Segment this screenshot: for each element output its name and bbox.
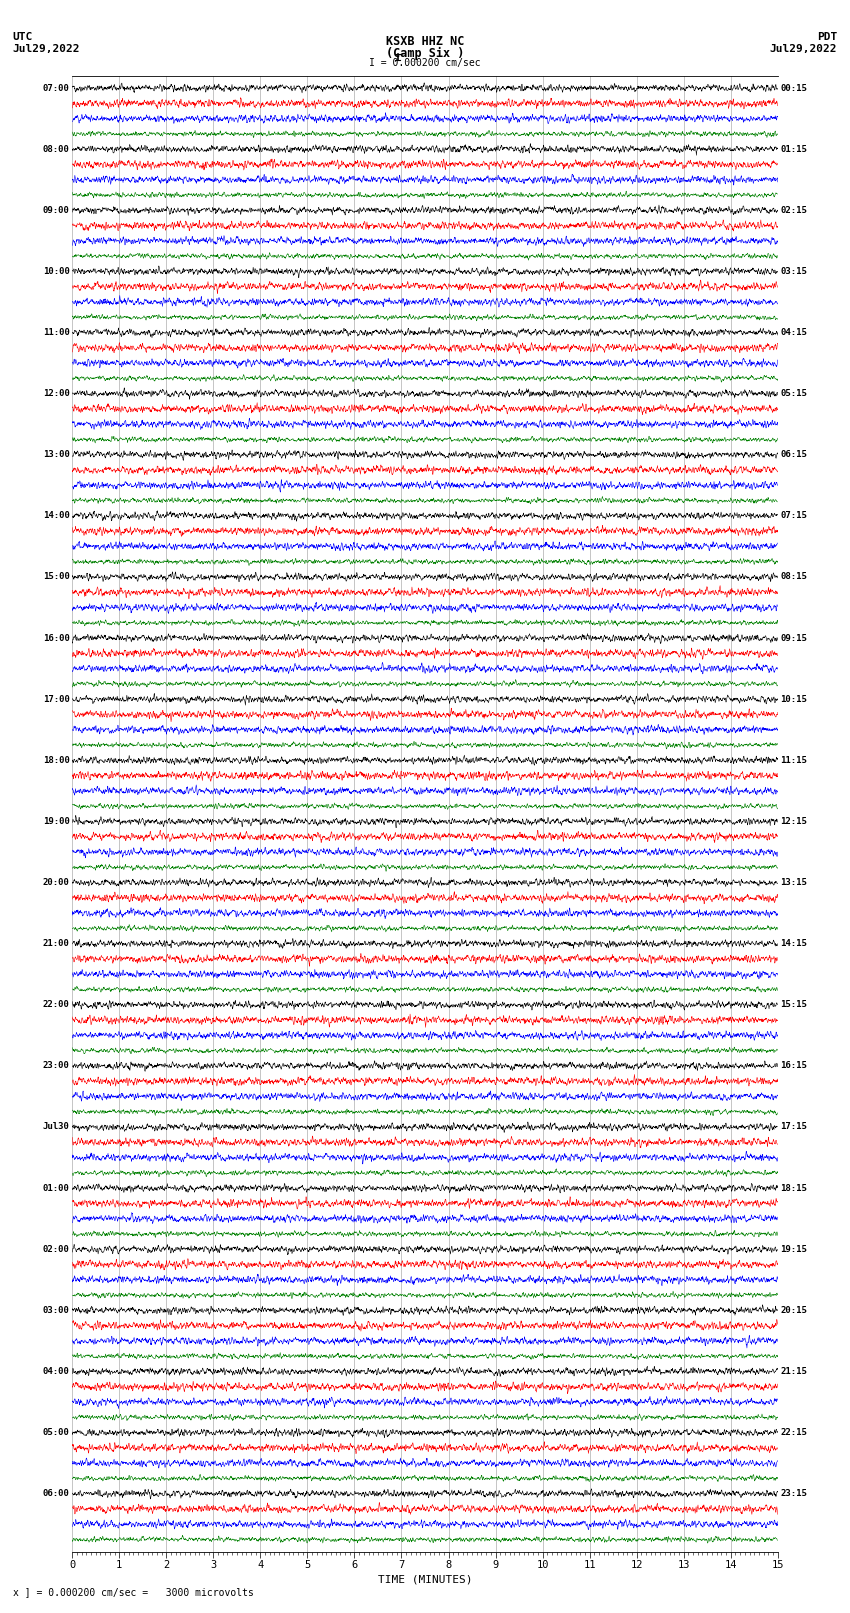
- Text: 03:00: 03:00: [42, 1307, 70, 1315]
- Text: 14:00: 14:00: [42, 511, 70, 521]
- Text: 07:15: 07:15: [780, 511, 808, 521]
- Text: 01:15: 01:15: [780, 145, 808, 153]
- Text: KSXB HHZ NC: KSXB HHZ NC: [386, 35, 464, 48]
- Text: 01:00: 01:00: [42, 1184, 70, 1192]
- Text: 13:00: 13:00: [42, 450, 70, 460]
- Text: 00:15: 00:15: [780, 84, 808, 92]
- Text: x ] = 0.000200 cm/sec =   3000 microvolts: x ] = 0.000200 cm/sec = 3000 microvolts: [13, 1587, 253, 1597]
- Text: UTC: UTC: [13, 32, 33, 42]
- Text: I = 0.000200 cm/sec: I = 0.000200 cm/sec: [369, 58, 481, 68]
- Text: 19:15: 19:15: [780, 1245, 808, 1253]
- Text: (Camp Six ): (Camp Six ): [386, 47, 464, 60]
- Text: 12:15: 12:15: [780, 816, 808, 826]
- Text: 17:15: 17:15: [780, 1123, 808, 1131]
- Text: 06:15: 06:15: [780, 450, 808, 460]
- Text: 18:15: 18:15: [780, 1184, 808, 1192]
- Text: 15:15: 15:15: [780, 1000, 808, 1010]
- Text: 23:00: 23:00: [42, 1061, 70, 1071]
- Text: 14:15: 14:15: [780, 939, 808, 948]
- Text: 09:15: 09:15: [780, 634, 808, 642]
- Text: 05:00: 05:00: [42, 1428, 70, 1437]
- Text: Jul29,2022: Jul29,2022: [770, 44, 837, 53]
- Text: Jul29,2022: Jul29,2022: [13, 44, 80, 53]
- Text: 11:15: 11:15: [780, 756, 808, 765]
- Text: 21:15: 21:15: [780, 1366, 808, 1376]
- Text: 16:15: 16:15: [780, 1061, 808, 1071]
- X-axis label: TIME (MINUTES): TIME (MINUTES): [377, 1574, 473, 1584]
- Text: 22:15: 22:15: [780, 1428, 808, 1437]
- Text: 20:00: 20:00: [42, 877, 70, 887]
- Text: 04:00: 04:00: [42, 1366, 70, 1376]
- Text: Jul30: Jul30: [42, 1123, 70, 1131]
- Text: 02:00: 02:00: [42, 1245, 70, 1253]
- Text: 15:00: 15:00: [42, 573, 70, 581]
- Text: 23:15: 23:15: [780, 1489, 808, 1498]
- Text: 17:00: 17:00: [42, 695, 70, 703]
- Text: 07:00: 07:00: [42, 84, 70, 92]
- Text: 16:00: 16:00: [42, 634, 70, 642]
- Text: 10:00: 10:00: [42, 266, 70, 276]
- Text: 10:15: 10:15: [780, 695, 808, 703]
- Text: 20:15: 20:15: [780, 1307, 808, 1315]
- Text: 09:00: 09:00: [42, 206, 70, 215]
- Text: 02:15: 02:15: [780, 206, 808, 215]
- Text: 06:00: 06:00: [42, 1489, 70, 1498]
- Text: 05:15: 05:15: [780, 389, 808, 398]
- Text: 08:15: 08:15: [780, 573, 808, 581]
- Text: 13:15: 13:15: [780, 877, 808, 887]
- Text: 22:00: 22:00: [42, 1000, 70, 1010]
- Text: 12:00: 12:00: [42, 389, 70, 398]
- Text: 19:00: 19:00: [42, 816, 70, 826]
- Text: 11:00: 11:00: [42, 327, 70, 337]
- Text: 08:00: 08:00: [42, 145, 70, 153]
- Text: 03:15: 03:15: [780, 266, 808, 276]
- Text: PDT: PDT: [817, 32, 837, 42]
- Text: 04:15: 04:15: [780, 327, 808, 337]
- Text: 21:00: 21:00: [42, 939, 70, 948]
- Text: 18:00: 18:00: [42, 756, 70, 765]
